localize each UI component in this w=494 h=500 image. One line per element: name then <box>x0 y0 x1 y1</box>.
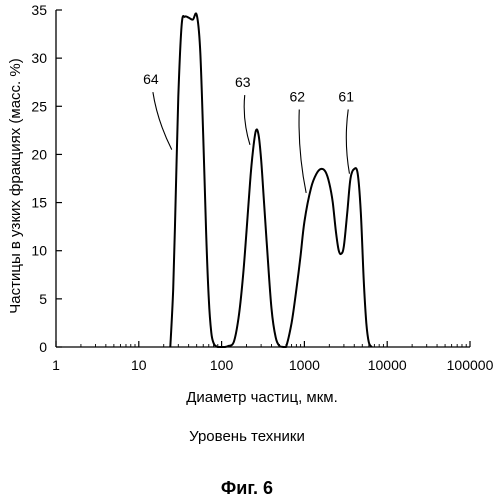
x-tick-label: 10000 <box>368 357 407 373</box>
leader-line <box>244 95 250 145</box>
caption-subtitle: Уровень техники <box>0 428 494 445</box>
leader-line <box>153 92 172 149</box>
x-tick-label: 100 <box>210 357 234 373</box>
figure-caption: Фиг. 6 <box>0 478 494 499</box>
leader-line <box>346 109 349 173</box>
distribution-line <box>170 13 371 347</box>
y-tick-label: 5 <box>39 291 47 307</box>
peak-label: 64 <box>143 71 159 87</box>
y-tick-label: 25 <box>31 98 47 114</box>
particle-size-chart: 05101520253035 110100100010000100000 646… <box>0 0 494 420</box>
peak-label: 61 <box>338 88 354 104</box>
peak-label: 62 <box>289 88 305 104</box>
peak-annotations: 64 63 62 61 <box>143 71 354 193</box>
x-tick-label: 100000 <box>447 357 494 373</box>
x-tick-label: 1 <box>52 357 60 373</box>
leader-line <box>299 109 306 192</box>
y-tick-label: 15 <box>31 195 47 211</box>
peak-label: 63 <box>235 74 251 90</box>
y-tick-label: 10 <box>31 243 47 259</box>
y-ticks: 0 5 10 15 20 25 30 35 <box>31 2 62 355</box>
x-tick-label: 10 <box>131 357 147 373</box>
x-ticks: 1 10 100 1000 10000 100000 <box>52 341 493 373</box>
y-tick-label: 30 <box>31 50 47 66</box>
y-tick-label: 20 <box>31 146 47 162</box>
y-tick-label: 0 <box>39 339 47 355</box>
y-tick-label: 35 <box>31 2 47 18</box>
x-axis-label: Диаметр частиц, мкм. <box>186 389 338 406</box>
y-axis-label: Частицы в узких фракциях (масс. %) <box>7 58 24 313</box>
x-tick-label: 1000 <box>289 357 320 373</box>
